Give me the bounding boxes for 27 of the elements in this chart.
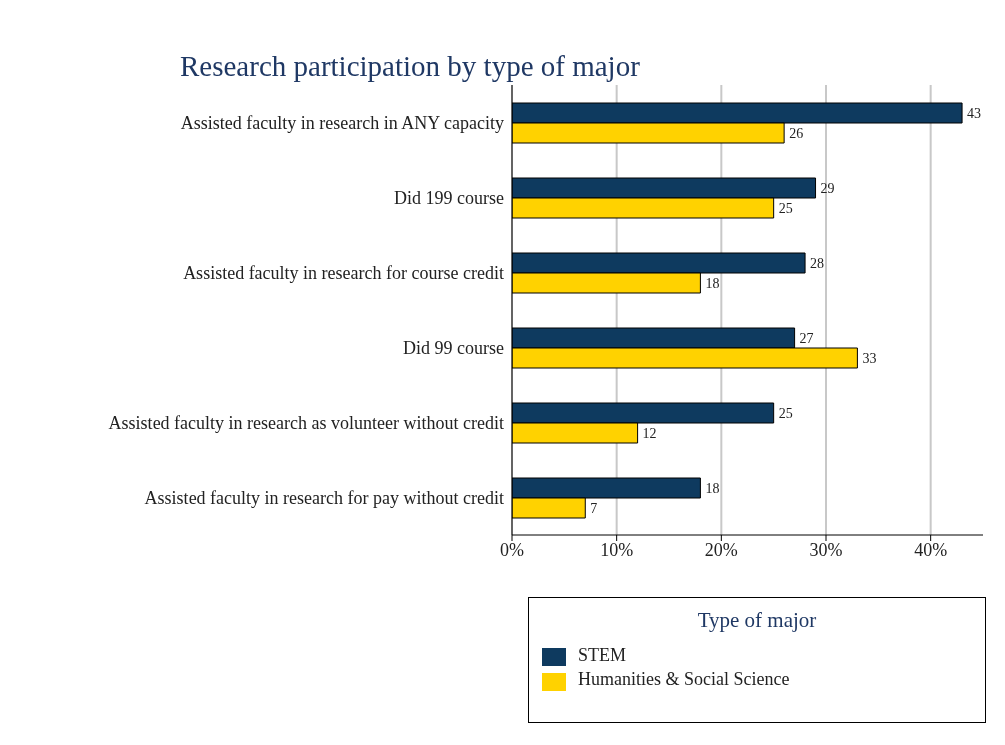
data-label: 33	[862, 350, 877, 366]
x-tick-label: 10%	[600, 539, 634, 560]
data-label: 7	[590, 500, 598, 516]
x-tick-label: 30%	[809, 539, 843, 560]
y-tick-label: Assisted faculty in research for pay without credit	[144, 487, 504, 508]
data-label: 43	[967, 105, 982, 121]
x-tick-label: 40%	[914, 539, 948, 560]
data-label: 27	[799, 330, 814, 346]
data-label: 29	[820, 180, 835, 196]
data-label: 18	[705, 480, 720, 496]
chart-title: Research participation by type of major	[180, 50, 640, 83]
y-tick-label: Assisted faculty in research for course credit	[183, 262, 504, 283]
data-label: 18	[705, 275, 720, 291]
data-label: 26	[789, 125, 804, 141]
x-tick-label: 0%	[500, 539, 524, 560]
data-label: 25	[778, 200, 793, 216]
x-tick-label: 20%	[704, 539, 738, 560]
data-label: 25	[778, 405, 793, 421]
data-label: 28	[810, 255, 825, 271]
y-tick-label: Did 199 course	[394, 187, 504, 208]
legend-title: Type of major	[696, 608, 818, 633]
y-tick-label: Assisted faculty in research in ANY capacity	[180, 112, 504, 133]
y-tick-label: Did 99 course	[403, 337, 504, 358]
y-tick-label: Assisted faculty in research as volunteer without credit	[108, 412, 504, 433]
data-label: 12	[642, 425, 657, 441]
legend-label: Humanities & Social Science	[578, 669, 790, 690]
legend-label: STEM	[578, 645, 627, 665]
